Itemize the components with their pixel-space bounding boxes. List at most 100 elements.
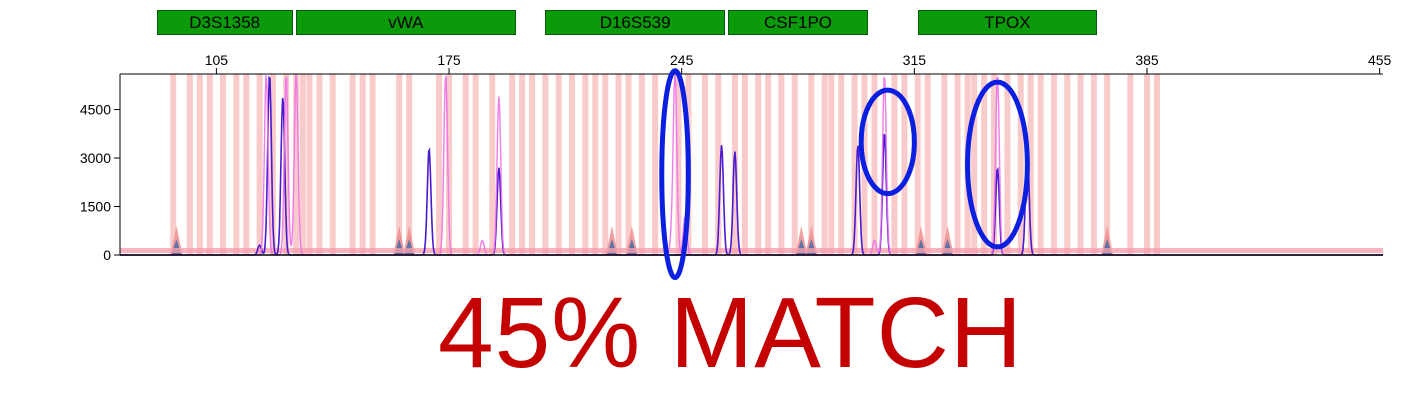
allele-bin — [542, 74, 549, 255]
allele-bin — [808, 74, 815, 255]
y-tick-label: 4500 — [80, 102, 111, 118]
locus-label: TPOX — [917, 10, 1098, 35]
allele-bin — [731, 74, 738, 255]
allele-bin — [828, 74, 835, 255]
allele-bin — [625, 74, 632, 255]
allele-bin — [765, 74, 772, 255]
allele-bin — [791, 74, 798, 255]
noise-band — [120, 248, 1383, 253]
ladder-peaks — [170, 225, 1114, 255]
allele-bin — [293, 74, 300, 255]
allele-bin — [592, 74, 599, 255]
allele-bin — [652, 74, 659, 255]
allele-bin — [283, 74, 290, 255]
x-tick-label: 455 — [1368, 52, 1392, 68]
allele-bin — [741, 74, 748, 255]
allele-bin — [462, 74, 469, 255]
allele-bin — [306, 74, 313, 255]
allele-bin — [329, 74, 336, 255]
allele-bin — [406, 74, 413, 255]
allele-bin — [871, 74, 878, 255]
allele-bin — [675, 74, 682, 255]
allele-bin — [396, 74, 403, 255]
allele-bin — [901, 74, 908, 255]
x-tick-label: 245 — [670, 52, 694, 68]
allele-bin — [924, 74, 931, 255]
allele-bin — [891, 74, 898, 255]
allele-bin — [838, 74, 845, 255]
allele-bin — [821, 74, 828, 255]
allele-bin — [1017, 74, 1024, 255]
locus-label: D3S1358 — [156, 10, 293, 35]
allele-bins — [170, 74, 1160, 255]
locus-label: vWA — [296, 10, 516, 35]
allele-bin — [1050, 74, 1057, 255]
allele-bin — [1153, 74, 1160, 255]
allele-bin — [778, 74, 785, 255]
allele-bin — [1037, 74, 1044, 255]
allele-bin — [186, 74, 193, 255]
allele-bin — [316, 74, 323, 255]
allele-bin — [269, 74, 276, 255]
allele-bin — [509, 74, 516, 255]
allele-bin — [582, 74, 589, 255]
allele-bin — [436, 74, 443, 255]
allele-bin — [1027, 74, 1034, 255]
y-tick-label: 1500 — [80, 199, 111, 215]
allele-bin — [256, 74, 263, 255]
highlight-ellipse — [858, 87, 917, 197]
allele-bin — [971, 74, 978, 255]
allele-bin — [349, 74, 356, 255]
allele-bin — [1064, 74, 1071, 255]
allele-bin — [489, 74, 496, 255]
x-tick-label: 175 — [437, 52, 461, 68]
allele-bin — [1090, 74, 1097, 255]
allele-bin — [569, 74, 576, 255]
allele-bin — [1127, 74, 1134, 255]
noise-baseline — [120, 248, 1383, 253]
locus-label: D16S539 — [545, 10, 725, 35]
allele-bin — [446, 74, 453, 255]
allele-bin — [170, 74, 177, 255]
allele-bin — [638, 74, 645, 255]
allele-bin — [941, 74, 948, 255]
allele-bin — [602, 74, 609, 255]
highlight-ellipse — [659, 68, 691, 281]
allele-bin — [233, 74, 240, 255]
x-tick-label: 385 — [1135, 52, 1159, 68]
allele-bin — [519, 74, 526, 255]
tick-labels: 105 175 245 315 385 455 0 1500 3000 4500 — [80, 52, 1392, 263]
allele-bin — [369, 74, 376, 255]
y-tick-label: 0 — [103, 247, 111, 263]
allele-bin — [755, 74, 762, 255]
allele-bin — [1004, 74, 1011, 255]
allele-bin — [555, 74, 562, 255]
allele-bin — [991, 74, 998, 255]
match-caption: 45% MATCH — [437, 277, 1024, 389]
x-tick-label: 315 — [903, 52, 927, 68]
y-tick-label: 3000 — [80, 150, 111, 166]
allele-bin — [1077, 74, 1084, 255]
allele-bin — [981, 74, 988, 255]
allele-bin — [243, 74, 250, 255]
allele-bin — [954, 74, 961, 255]
allele-bin — [715, 74, 722, 255]
allele-bin — [1144, 74, 1151, 255]
highlight-ellipses — [659, 68, 1030, 281]
allele-bin — [472, 74, 479, 255]
allele-bin — [851, 74, 858, 255]
highlight-ellipse — [965, 79, 1030, 250]
allele-bin — [220, 74, 227, 255]
allele-bin — [1104, 74, 1111, 255]
allele-bin — [914, 74, 921, 255]
allele-bin — [529, 74, 536, 255]
x-tick-label: 105 — [205, 52, 229, 68]
allele-bin — [615, 74, 622, 255]
allele-bin — [196, 74, 203, 255]
allele-bin — [206, 74, 213, 255]
locus-label: CSF1PO — [728, 10, 868, 35]
allele-bin — [701, 74, 708, 255]
axes — [119, 73, 1383, 256]
allele-bin — [299, 74, 306, 255]
